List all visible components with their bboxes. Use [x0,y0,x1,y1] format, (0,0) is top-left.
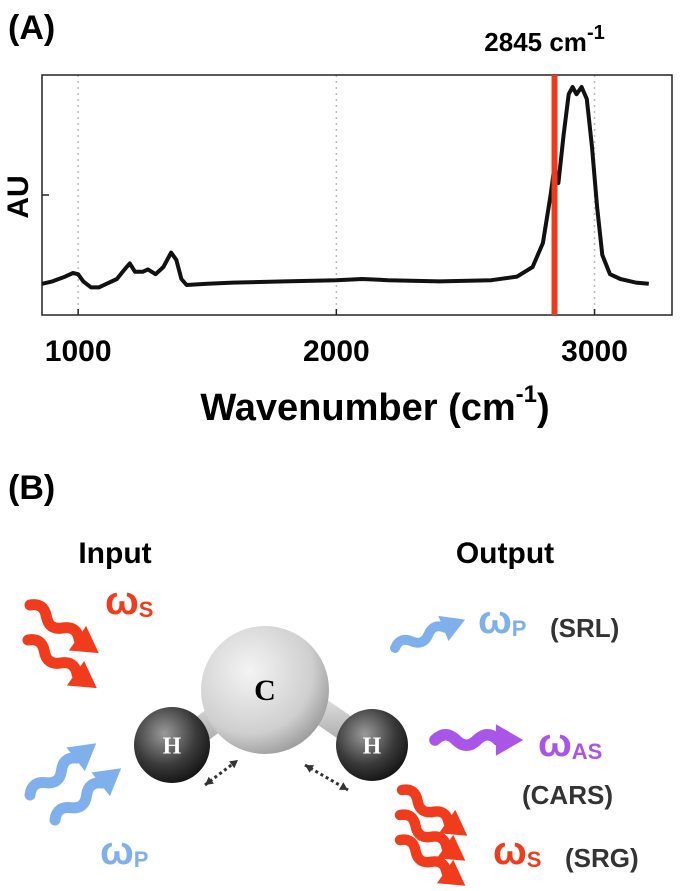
wave-body [429,729,504,751]
marker-label-part: 2845 cm [484,27,587,57]
wave-head [68,625,99,654]
wave-body [22,634,83,680]
beam-label-part: S [527,847,542,872]
beam-label: ωS [105,579,153,623]
wave-arrow [390,615,466,653]
beam-label-part: ω [538,721,572,765]
vibration-head [229,760,238,769]
panel-label: (B) [8,469,55,507]
marker-label: 2845 cm-1 [484,22,604,57]
wave-arrow [22,634,97,689]
wave-body [396,784,454,828]
input-label: Input [78,537,151,570]
vibration-arrow [304,763,349,792]
wave-head [436,834,466,861]
wave-arrow [49,768,122,826]
beam-label-part: ω [478,598,512,642]
atom [134,707,210,783]
wave-head [66,660,97,689]
atom [336,709,408,781]
x-tick-label: 1000 [45,335,112,368]
beam-note: (SRL) [550,613,619,643]
plot-frame [41,74,673,316]
atom-label: H [163,734,182,760]
panel-label: (A) [8,9,55,47]
beam-label-part: P [512,616,527,641]
beam-label-part: S [139,597,154,622]
wave-arrow [24,599,99,654]
wave-head [495,724,524,756]
atom-label: C [254,674,276,707]
wave-arrow [429,724,524,756]
beam-label: ωS [493,829,541,873]
atom [201,626,329,754]
wave-body [49,777,108,826]
beam-label: ωP [100,829,148,873]
wave-arrow [394,809,466,861]
vibration-head [205,776,214,785]
x-axis-label: Wavenumber (cm-1) [200,381,549,429]
wave-head [91,768,122,797]
wave-body [390,621,451,653]
x-axis-label-part: -1 [516,381,537,408]
wave-body [394,834,452,878]
beam-note: (CARS) [522,780,613,810]
beam-label-part: ω [105,579,139,623]
x-tick-label: 2000 [303,335,370,368]
spectrum-line [41,85,649,290]
beam-label-part: ω [493,829,527,873]
beam-label-part: ω [100,829,134,873]
vibration-head [305,765,314,773]
wave-head [66,743,97,772]
output-label: Output [456,537,554,570]
wave-body [394,809,452,853]
atom-label: H [363,734,382,760]
wave-body [24,752,83,801]
y-axis-label: AU [2,175,35,218]
wave-arrow [396,784,468,836]
beam-label: ωP [478,598,526,642]
beam-label-part: AS [572,739,603,764]
wave-head [438,615,466,641]
beam-label: ωAS [538,721,602,765]
wave-arrow [394,834,466,886]
x-tick-label: 3000 [561,335,628,368]
wave-head [438,809,468,836]
x-axis-label-part: ) [537,387,550,429]
vibration-head [339,782,348,790]
beam-label-part: P [134,847,149,872]
wave-arrow [24,743,97,801]
beam-note: (SRG) [565,843,639,873]
wave-body [24,599,85,645]
wave-head [436,859,466,886]
x-axis-label-part: Wavenumber (cm [200,387,515,429]
marker-label-part: -1 [587,22,605,44]
